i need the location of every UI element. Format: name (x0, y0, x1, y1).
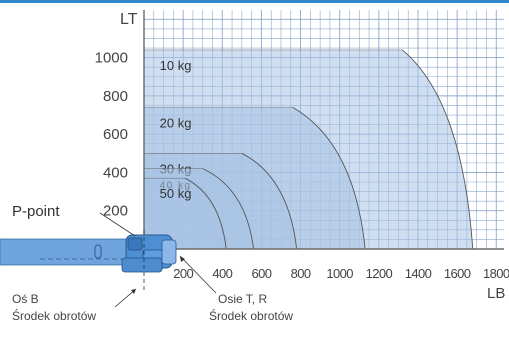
y-tick-label: 1000 (95, 50, 128, 67)
y-axis-label: LT (120, 11, 138, 28)
tool-flange (161, 239, 177, 265)
x-tick-label: 200 (173, 266, 193, 281)
y-tick-label: 600 (103, 126, 128, 143)
y-tick-label: 200 (103, 203, 128, 220)
chart-labels: P-point Oś B Środek obrotów Osie T, R Środek… (12, 203, 293, 323)
top-accent-line (0, 0, 509, 3)
x-tick-label: 800 (291, 266, 311, 281)
axis-tr-arrow-icon (180, 256, 185, 262)
y-tick-label: 800 (103, 88, 128, 105)
x-axis-label: LB (487, 285, 505, 302)
payload-curve-50-kg (184, 177, 227, 250)
robot-wrist-drawing (0, 230, 177, 290)
y-tick-label: 400 (103, 164, 128, 181)
axis-b-sublabel: Środek obrotów (12, 308, 96, 323)
x-tick-label: 1000 (326, 266, 353, 281)
series-label-10-kg: 10 kg (160, 58, 192, 73)
x-tick-label: 600 (251, 266, 271, 281)
p-point-label: P-point (12, 203, 60, 220)
wrist-block (127, 237, 143, 251)
payload-curve-30-kg (241, 152, 298, 250)
x-tick-label: 400 (212, 266, 232, 281)
payload-area-50-kg (144, 178, 227, 249)
axis-b-arrow-icon (131, 289, 136, 294)
x-tick-label: 1200 (366, 266, 393, 281)
robot-arm (0, 238, 136, 266)
payload-curve-20-kg (292, 106, 366, 250)
p-point-leader (99, 212, 136, 237)
wrist-lower (121, 257, 163, 273)
x-tick-label: 1600 (444, 266, 471, 281)
axis-b-label: Oś B (12, 292, 39, 306)
axis-tr-sublabel: Środek obrotów (209, 308, 293, 323)
arm-slot-icon (94, 244, 102, 259)
payload-curve-10-kg (402, 49, 474, 250)
axis-tr-label: Osie T, R (218, 292, 267, 306)
payload-curve-40-kg (202, 168, 255, 250)
x-tick-label: 1800 (483, 266, 509, 281)
series-label-50-kg: 50 kg (160, 186, 192, 201)
axis-tr-leader (179, 255, 217, 294)
x-tick-label: 1400 (405, 266, 432, 281)
series-label-20-kg: 20 kg (160, 115, 192, 130)
